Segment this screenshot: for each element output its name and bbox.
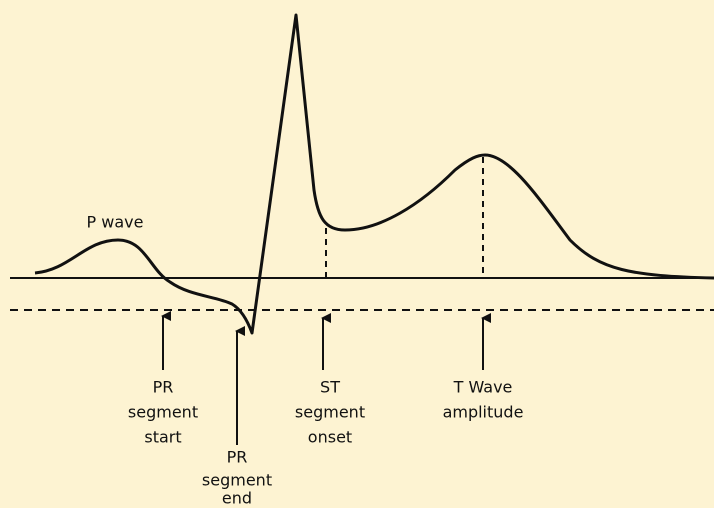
annotation-line: segment <box>202 471 272 490</box>
annotation-line: PR <box>153 378 174 397</box>
p-wave-label: P wave <box>87 213 144 232</box>
annotation-line: onset <box>308 428 352 447</box>
annotation-line: ST <box>320 378 340 397</box>
annotation-line: start <box>144 428 181 447</box>
annotation-line: end <box>222 489 252 508</box>
annotation-line: PR <box>227 448 248 467</box>
annotation-line: segment <box>128 403 198 422</box>
annotation-line: T Wave <box>453 378 513 397</box>
annotation-line: amplitude <box>443 403 524 422</box>
ecg-waveform <box>34 13 714 335</box>
annotation-line: segment <box>295 403 365 422</box>
